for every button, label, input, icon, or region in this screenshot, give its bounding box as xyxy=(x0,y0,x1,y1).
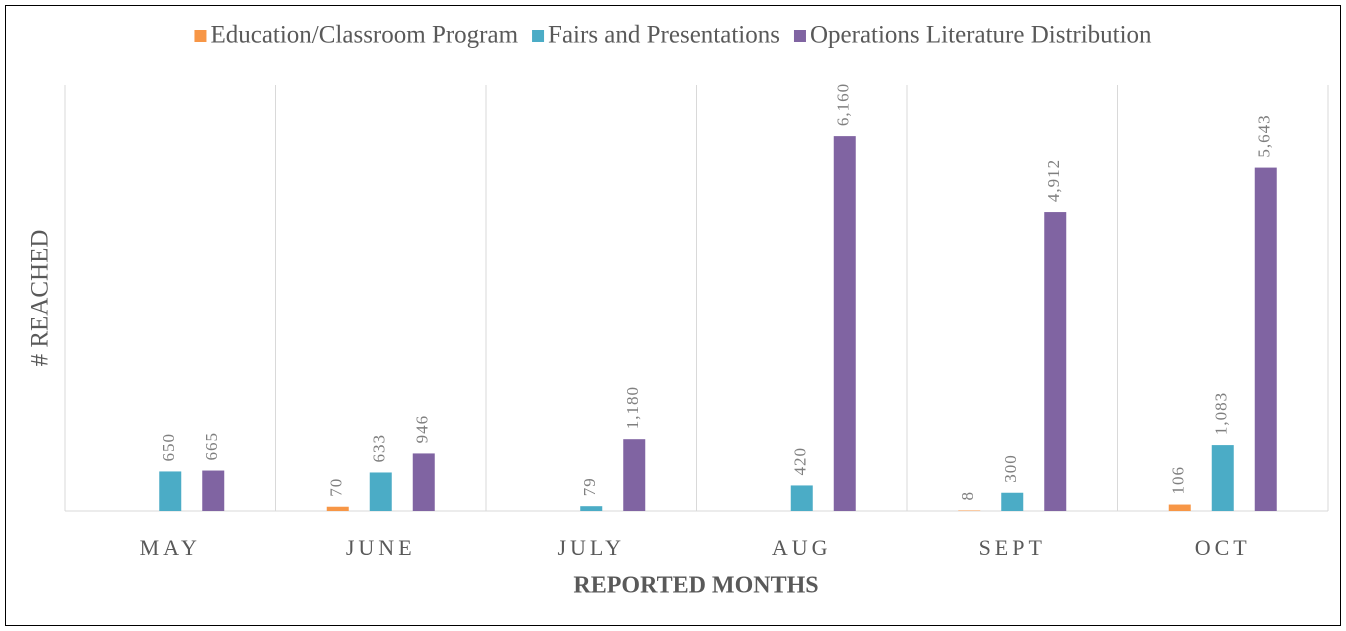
bar xyxy=(1254,167,1277,512)
x-tick-label: AUG xyxy=(772,535,832,560)
bar xyxy=(326,506,349,511)
bar xyxy=(202,470,225,511)
bar xyxy=(1168,504,1191,511)
legend-swatch xyxy=(532,30,545,42)
bar xyxy=(159,471,182,511)
bar xyxy=(1211,445,1234,511)
data-label: 946 xyxy=(413,415,432,444)
data-label: 4,912 xyxy=(1044,159,1063,202)
data-label: 79 xyxy=(580,477,599,496)
x-tick-label: JULY xyxy=(557,535,625,560)
data-label: 633 xyxy=(370,434,389,463)
x-tick-label: JUNE xyxy=(346,535,416,560)
bar xyxy=(790,485,813,511)
bar xyxy=(369,472,392,511)
bar xyxy=(580,506,603,511)
bar xyxy=(1044,212,1067,512)
bar xyxy=(412,453,435,511)
data-label: 665 xyxy=(202,432,221,461)
data-label: 5,643 xyxy=(1255,114,1274,157)
data-label: 420 xyxy=(791,447,810,476)
legend-swatch xyxy=(793,30,806,42)
legend-swatch xyxy=(194,30,207,42)
legend-label: Operations Literature Distribution xyxy=(810,22,1152,49)
bar xyxy=(833,136,856,511)
bar xyxy=(1001,492,1024,511)
legend-label: Fairs and Presentations xyxy=(548,22,780,49)
y-axis-title: # REACHED xyxy=(27,230,54,367)
data-label: 70 xyxy=(327,478,346,497)
data-label: 1,180 xyxy=(623,386,642,429)
bar xyxy=(623,439,646,511)
x-axis-title: REPORTED MONTHS xyxy=(573,573,818,599)
x-tick-label: MAY xyxy=(140,535,201,560)
data-label: 8 xyxy=(958,491,977,501)
x-tick-label: OCT xyxy=(1195,535,1251,560)
data-label: 106 xyxy=(1169,466,1188,495)
data-label: 6,160 xyxy=(834,83,853,126)
frame xyxy=(5,5,1341,626)
x-tick-label: SEPT xyxy=(979,535,1046,560)
legend-label: Education/Classroom Program xyxy=(210,22,518,49)
data-label: 300 xyxy=(1001,454,1020,483)
data-label: 650 xyxy=(159,433,178,462)
data-label: 1,083 xyxy=(1212,392,1231,435)
